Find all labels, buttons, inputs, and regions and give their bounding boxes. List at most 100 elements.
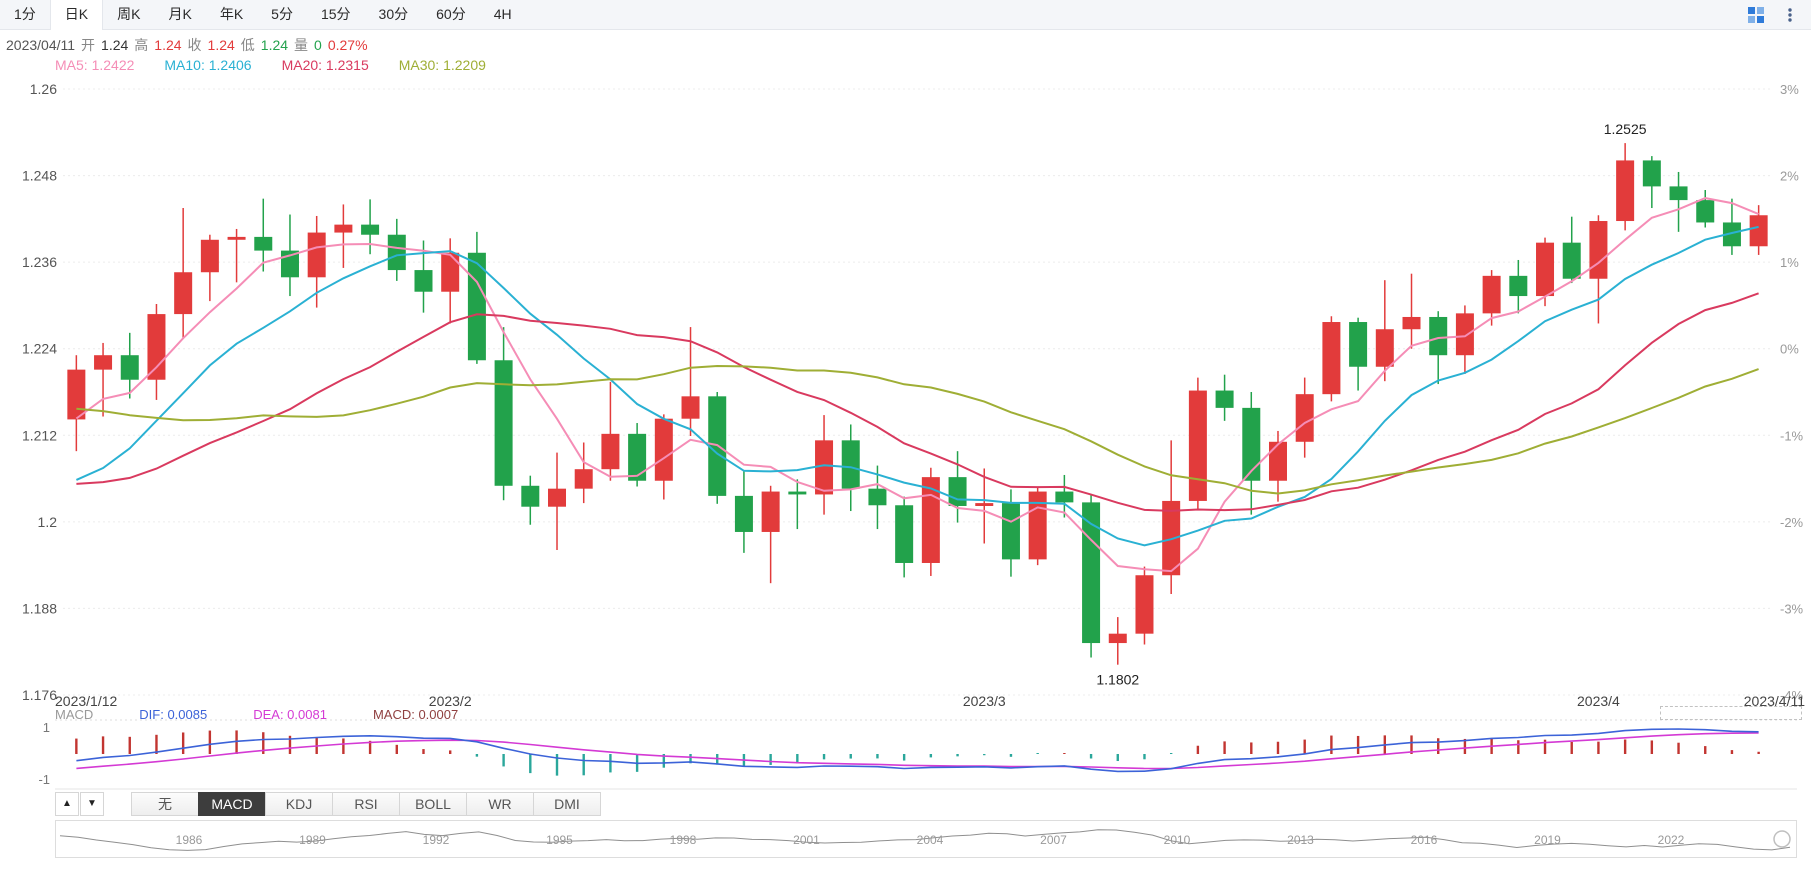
indicator-tab[interactable]: RSI bbox=[332, 792, 400, 816]
candle[interactable] bbox=[1455, 305, 1474, 374]
timeframe-tab[interactable]: 年K bbox=[219, 5, 244, 22]
candle[interactable] bbox=[67, 355, 86, 452]
svg-text:1.1802: 1.1802 bbox=[1096, 672, 1139, 688]
indicator-tab[interactable]: MACD bbox=[198, 792, 266, 816]
svg-text:2001: 2001 bbox=[793, 833, 820, 847]
candle[interactable] bbox=[1188, 377, 1207, 510]
multi-chart-layout-icon[interactable] bbox=[1747, 6, 1765, 24]
candle[interactable] bbox=[1749, 205, 1768, 255]
candle[interactable] bbox=[494, 327, 513, 501]
candle[interactable] bbox=[441, 238, 460, 324]
candlestick-chart[interactable]: 1.26 1.248 1.236 1.224 1.212 1.2 1.188 1.176 3% 2… bbox=[0, 66, 1811, 712]
timeframe-tab[interactable]: 60分 bbox=[436, 5, 466, 22]
candle[interactable] bbox=[200, 234, 219, 302]
timeframe-tab[interactable]: 日K bbox=[49, 0, 104, 30]
timeframe-tab[interactable]: 30分 bbox=[378, 5, 409, 22]
candle[interactable] bbox=[1402, 273, 1421, 349]
candle[interactable] bbox=[1028, 487, 1047, 566]
candle[interactable] bbox=[548, 452, 567, 550]
candle[interactable] bbox=[1642, 156, 1661, 209]
panel-collapse-down-button[interactable]: ▼ bbox=[80, 792, 104, 816]
candle[interactable] bbox=[521, 475, 540, 525]
candle[interactable] bbox=[467, 231, 486, 364]
candle[interactable] bbox=[147, 303, 166, 400]
candle[interactable] bbox=[94, 342, 113, 417]
candle[interactable] bbox=[1429, 311, 1448, 385]
navigator-chart: 1986 1989 1992 1995 1998 2001 2004 2007 2010 2013… bbox=[59, 829, 1791, 851]
svg-text:2004: 2004 bbox=[917, 833, 944, 847]
more-menu-icon[interactable] bbox=[1781, 6, 1799, 24]
candle[interactable] bbox=[254, 198, 273, 272]
svg-text:1: 1 bbox=[43, 720, 50, 735]
candle[interactable] bbox=[120, 332, 139, 399]
candle[interactable] bbox=[1375, 280, 1394, 382]
candle[interactable] bbox=[1082, 495, 1101, 658]
candle[interactable] bbox=[654, 414, 673, 500]
timeframe-tab[interactable]: 5分 bbox=[271, 5, 293, 22]
navigator-handle[interactable] bbox=[1773, 830, 1791, 848]
candle[interactable] bbox=[1509, 259, 1528, 314]
macd-latest-box bbox=[1660, 706, 1802, 720]
svg-text:3%: 3% bbox=[1780, 82, 1799, 97]
timeframe-tab[interactable]: 4H bbox=[493, 5, 512, 22]
history-navigator[interactable]: 1986 1989 1992 1995 1998 2001 2004 2007 2010 2013… bbox=[55, 820, 1797, 858]
candle[interactable] bbox=[1242, 392, 1261, 515]
candle[interactable] bbox=[1536, 237, 1555, 307]
svg-text:2022: 2022 bbox=[1658, 833, 1685, 847]
candle[interactable] bbox=[361, 199, 380, 255]
candle[interactable] bbox=[1616, 143, 1635, 231]
candle[interactable] bbox=[1162, 440, 1181, 594]
candle[interactable] bbox=[1001, 489, 1020, 577]
candle[interactable] bbox=[1349, 317, 1368, 391]
timeframe-tab[interactable]: 月K bbox=[168, 5, 192, 22]
candle[interactable] bbox=[1562, 216, 1581, 284]
candle[interactable] bbox=[227, 228, 246, 283]
candle[interactable] bbox=[1589, 215, 1608, 324]
timeframe-tab[interactable]: 1分 bbox=[14, 5, 36, 22]
candle[interactable] bbox=[1669, 171, 1688, 232]
candle[interactable] bbox=[1696, 190, 1715, 228]
candle[interactable] bbox=[681, 327, 700, 437]
svg-text:2023/3: 2023/3 bbox=[963, 693, 1006, 709]
candle[interactable] bbox=[601, 381, 620, 481]
timeframe-tab[interactable]: 周K bbox=[117, 5, 141, 22]
panel-expand-up-button[interactable]: ▲ bbox=[55, 792, 79, 816]
quote-field-label: 低 bbox=[240, 37, 255, 53]
macd-chart[interactable]: 1 -1 bbox=[0, 718, 1811, 790]
timeframe-toolbar: 1分 日K 周K 月K 年K 5分 15分 30分 60分 4H bbox=[0, 0, 1811, 30]
toolbar-actions bbox=[1747, 6, 1811, 24]
candle[interactable] bbox=[975, 468, 994, 544]
candle[interactable] bbox=[734, 470, 753, 553]
timeframe-tab[interactable]: 15分 bbox=[320, 5, 351, 22]
candle[interactable] bbox=[387, 218, 406, 281]
candle[interactable] bbox=[761, 485, 780, 584]
candle[interactable] bbox=[334, 204, 353, 268]
candle[interactable] bbox=[574, 442, 593, 504]
indicator-tab[interactable]: DMI bbox=[533, 792, 601, 816]
ma-legend: MA5: 1.2422 MA10: 1.2406 MA20: 1.2315 MA30:… bbox=[55, 57, 516, 73]
macd-dif-line bbox=[76, 728, 1759, 773]
svg-text:2%: 2% bbox=[1780, 169, 1799, 184]
candle[interactable] bbox=[788, 479, 807, 530]
candle[interactable] bbox=[895, 496, 914, 578]
candle[interactable] bbox=[1135, 566, 1154, 645]
candle[interactable] bbox=[868, 465, 887, 530]
candle[interactable] bbox=[1055, 474, 1074, 518]
svg-text:2010: 2010 bbox=[1164, 833, 1191, 847]
candle[interactable] bbox=[1322, 316, 1341, 402]
candle[interactable] bbox=[921, 467, 940, 576]
svg-text:2023/2: 2023/2 bbox=[429, 693, 472, 709]
candle[interactable] bbox=[1482, 270, 1501, 326]
candle[interactable] bbox=[1722, 198, 1741, 255]
candle[interactable] bbox=[1295, 377, 1314, 458]
candle[interactable] bbox=[1268, 430, 1287, 502]
indicator-tab[interactable]: 无 bbox=[131, 792, 199, 816]
candle[interactable] bbox=[174, 208, 193, 339]
candle[interactable] bbox=[1108, 617, 1127, 665]
candle[interactable] bbox=[1215, 374, 1234, 421]
indicator-tab[interactable]: WR bbox=[466, 792, 534, 816]
indicator-toolbar: ▲ ▼ 无 MACD KDJ RSI BOLL WR DMI bbox=[55, 791, 601, 817]
indicator-tab[interactable]: BOLL bbox=[399, 792, 467, 816]
indicator-tab[interactable]: KDJ bbox=[265, 792, 333, 816]
